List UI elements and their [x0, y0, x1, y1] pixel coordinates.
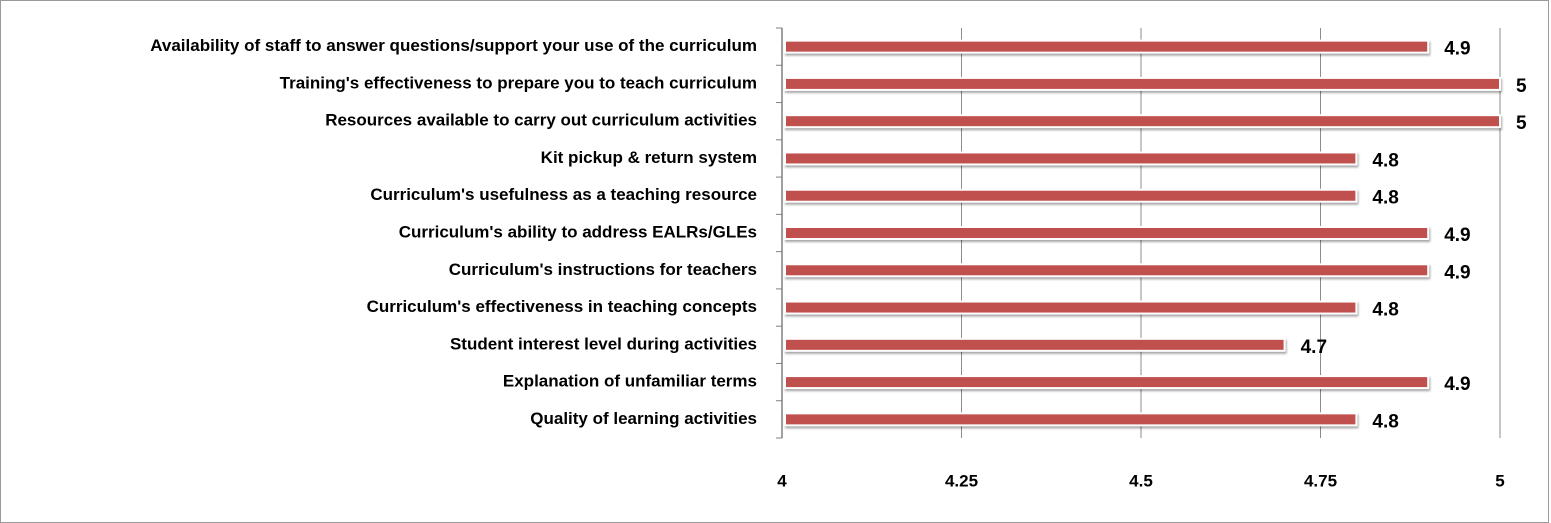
x-tick-label: 4.75: [1304, 471, 1337, 490]
data-label: 4.8: [1372, 188, 1398, 209]
bar: [784, 263, 1430, 278]
data-label: 4.9: [1444, 374, 1470, 395]
x-tick-label: 5: [1495, 471, 1504, 490]
y-tick-label: Curriculum's ability to address EALRs/GL…: [399, 222, 757, 241]
data-label: 4.8: [1372, 150, 1398, 171]
bar: [784, 337, 1286, 352]
y-tick-label: Explanation of unfamiliar terms: [503, 372, 757, 391]
data-label: 5: [1516, 113, 1527, 134]
data-label: 5: [1516, 76, 1527, 97]
y-tick-label: Availability of staff to answer question…: [150, 36, 757, 55]
y-tick-label: Student interest level during activities: [450, 334, 757, 353]
bar: [784, 76, 1501, 91]
bar: [784, 114, 1501, 129]
y-tick-label: Curriculum's instructions for teachers: [449, 260, 757, 279]
y-tick-label: Quality of learning activities: [530, 409, 757, 428]
data-label: 4.8: [1372, 411, 1398, 432]
bar: [784, 39, 1430, 54]
bar: [784, 300, 1358, 315]
x-tick-label: 4: [777, 471, 787, 490]
bar: [784, 226, 1430, 240]
data-label: 4.7: [1301, 337, 1327, 358]
y-tick-label: Training's effectiveness to prepare you …: [280, 73, 757, 92]
y-tick-label: Kit pickup & return system: [541, 148, 757, 167]
bar: [784, 375, 1430, 390]
y-tick-label: Curriculum's usefulness as a teaching re…: [370, 185, 757, 204]
x-tick-label: 4.25: [945, 471, 978, 490]
bar: [784, 151, 1358, 166]
data-label: 4.9: [1444, 262, 1470, 283]
y-tick-label: Curriculum's effectiveness in teaching c…: [367, 297, 757, 316]
bar: [784, 412, 1358, 427]
y-tick-label: Resources available to carry out curricu…: [325, 111, 757, 130]
data-label: 4.8: [1372, 300, 1398, 321]
bar: [784, 188, 1358, 203]
data-label: 4.9: [1444, 225, 1470, 246]
x-tick-label: 4.5: [1129, 471, 1153, 490]
data-label: 4.9: [1444, 39, 1470, 60]
